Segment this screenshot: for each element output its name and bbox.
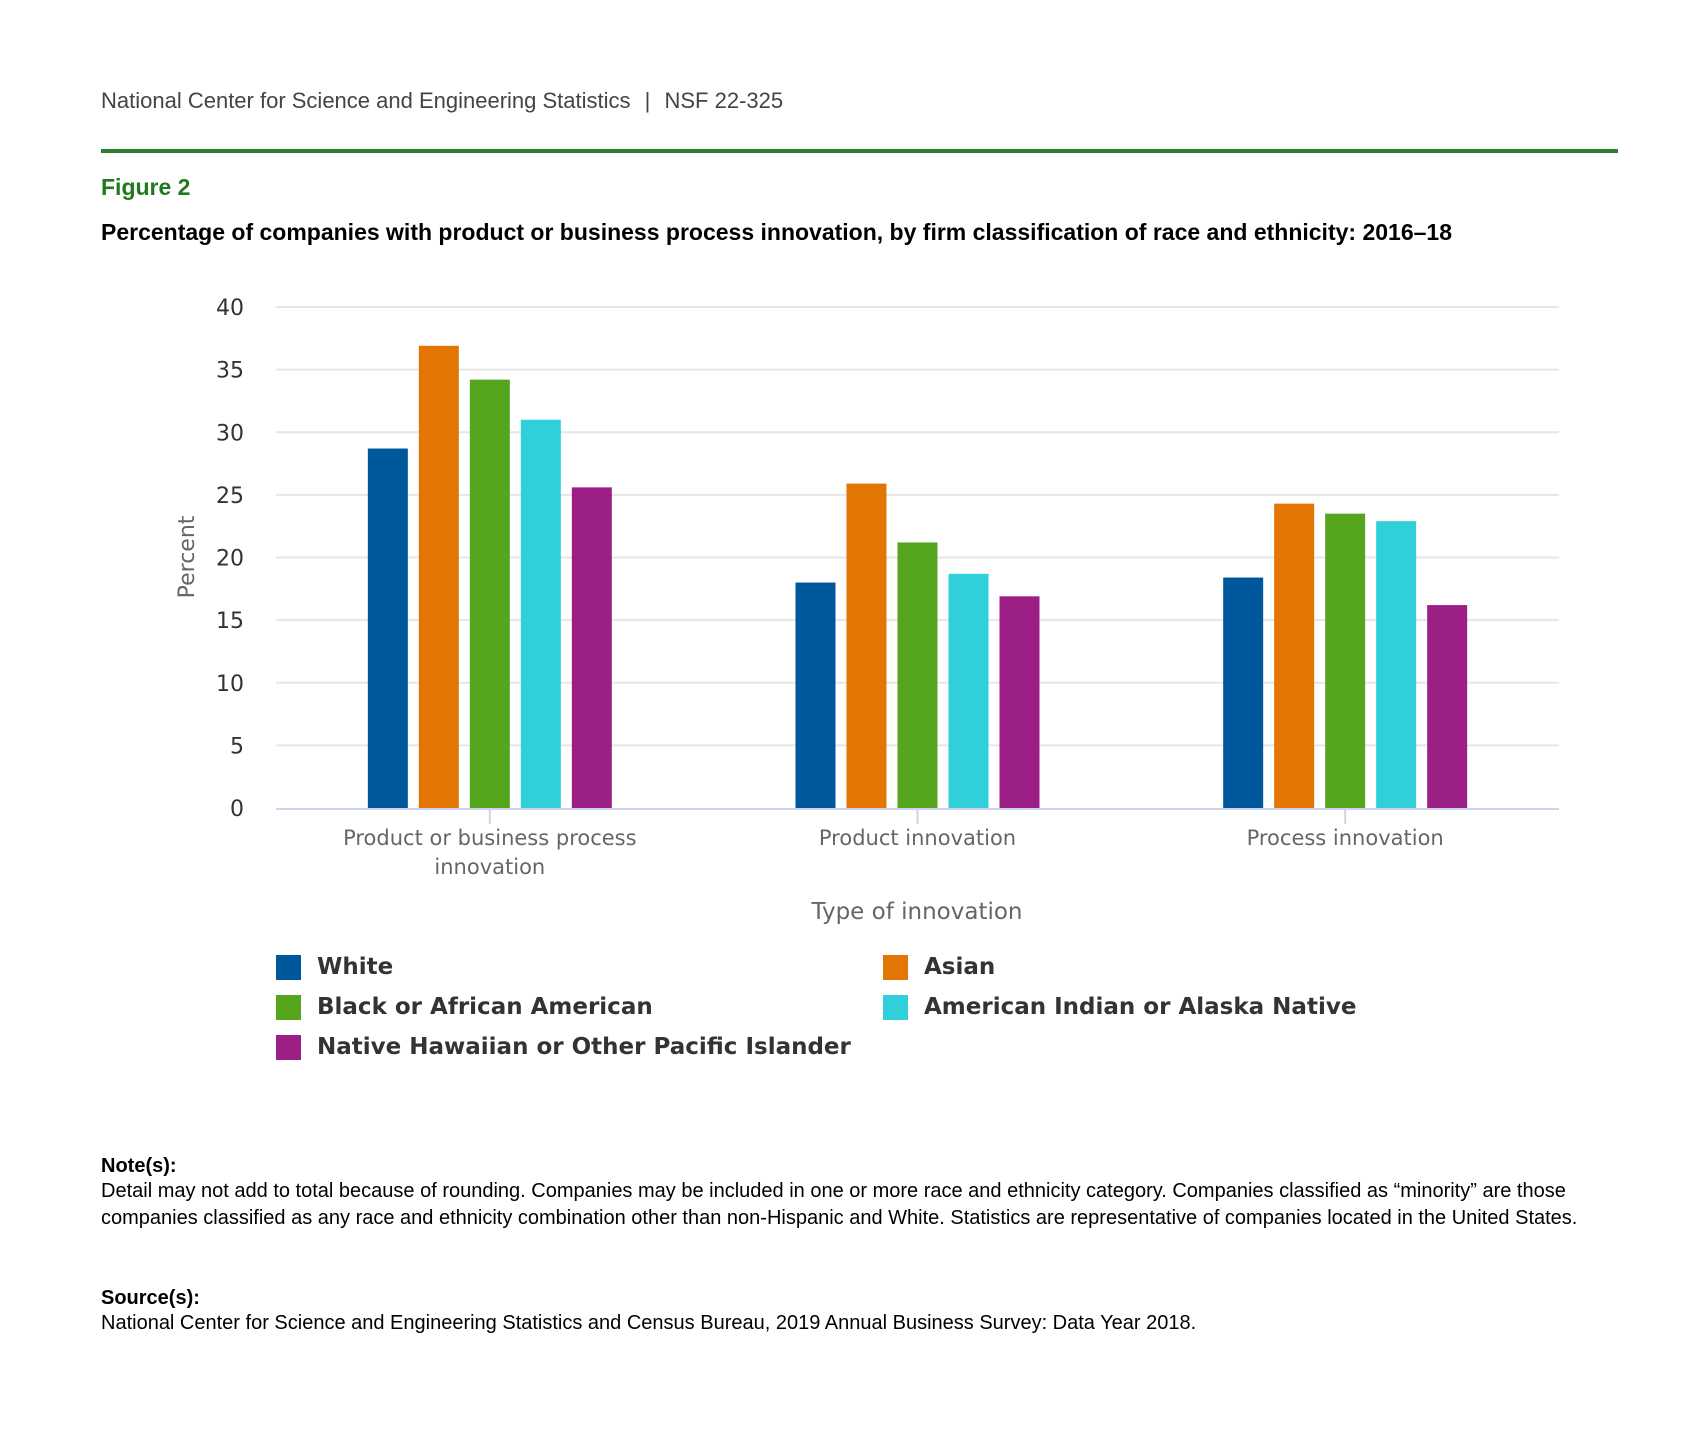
legend-label: Asian xyxy=(924,954,996,980)
y-tick-label: 25 xyxy=(216,484,244,509)
report-number: NSF 22-325 xyxy=(664,88,784,113)
legend-item[interactable]: White xyxy=(276,954,393,980)
figure-label: Figure 2 xyxy=(101,174,191,200)
y-tick-label: 10 xyxy=(216,672,244,697)
legend-swatch xyxy=(276,1034,301,1060)
legend-item[interactable]: Native Hawaiian or Other Pacific Islande… xyxy=(276,1034,851,1060)
legend-item[interactable]: American Indian or Alaska Native xyxy=(883,994,1356,1020)
bar-white[interactable] xyxy=(1223,577,1264,808)
bar-white[interactable] xyxy=(367,448,408,808)
legend-label: Native Hawaiian or Other Pacific Islande… xyxy=(317,1034,851,1060)
bar-american-indian-or-alaska-native[interactable] xyxy=(948,573,989,808)
y-tick-label: 40 xyxy=(216,296,244,321)
bar-native-hawaiian-or-other-pacific-islander[interactable] xyxy=(999,596,1040,808)
legend-item[interactable]: Asian xyxy=(883,954,995,980)
y-tick-label: 15 xyxy=(216,609,244,634)
bar-white[interactable] xyxy=(795,582,836,808)
y-tick-label: 0 xyxy=(230,797,244,822)
bar-native-hawaiian-or-other-pacific-islander[interactable] xyxy=(1427,605,1468,808)
legend-swatch xyxy=(883,994,908,1020)
legend-swatch xyxy=(883,954,908,980)
source-label: Source(s): xyxy=(101,1287,200,1309)
header-separator: | xyxy=(644,88,651,113)
x-tick-label: Product innovation xyxy=(819,826,1016,850)
bar-american-indian-or-alaska-native[interactable] xyxy=(520,419,561,808)
source-text: National Center for Science and Engineer… xyxy=(101,1312,1197,1334)
legend-item[interactable]: Black or African American xyxy=(276,994,653,1020)
chart-title: Percentage of companies with product or … xyxy=(101,219,1452,245)
bar-asian[interactable] xyxy=(418,345,459,808)
x-axis-title: Type of innovation xyxy=(811,899,1023,925)
report-header: National Center for Science and Engineer… xyxy=(101,88,783,114)
notes-section: Note(s): Detail may not add to total bec… xyxy=(101,1155,1621,1232)
x-tick-label: innovation xyxy=(434,855,545,879)
x-tick-label: Product or business process xyxy=(343,826,636,850)
bar-black-or-african-american[interactable] xyxy=(897,542,938,808)
y-axis-title: Percent xyxy=(175,515,200,598)
bar-native-hawaiian-or-other-pacific-islander[interactable] xyxy=(571,487,612,808)
bar-chart: 0 5 10 15 20 25 30 35 40 Product or business proc… xyxy=(175,296,1559,925)
notes-label: Note(s): xyxy=(101,1155,177,1177)
bar-asian[interactable] xyxy=(846,483,887,808)
legend-label: American Indian or Alaska Native xyxy=(924,994,1357,1020)
legend-label: Black or African American xyxy=(317,994,653,1020)
y-tick-label: 35 xyxy=(216,359,244,384)
bar-black-or-african-american[interactable] xyxy=(1325,513,1366,808)
legend-swatch xyxy=(276,994,301,1020)
legend-swatch xyxy=(276,954,301,980)
notes-text: Detail may not add to total because of r… xyxy=(101,1180,1578,1229)
x-tick-label: Process innovation xyxy=(1247,826,1444,850)
y-tick-label: 30 xyxy=(216,421,244,446)
org-name: National Center for Science and Engineer… xyxy=(101,88,631,113)
y-tick-label: 5 xyxy=(230,734,244,759)
bar-american-indian-or-alaska-native[interactable] xyxy=(1376,521,1417,808)
bar-asian[interactable] xyxy=(1274,503,1315,808)
bar-black-or-african-american[interactable] xyxy=(469,379,510,808)
source-section: Source(s): National Center for Science a… xyxy=(101,1287,1621,1337)
legend-label: White xyxy=(317,954,394,980)
header-rule xyxy=(101,149,1618,153)
y-tick-label: 20 xyxy=(216,547,244,572)
